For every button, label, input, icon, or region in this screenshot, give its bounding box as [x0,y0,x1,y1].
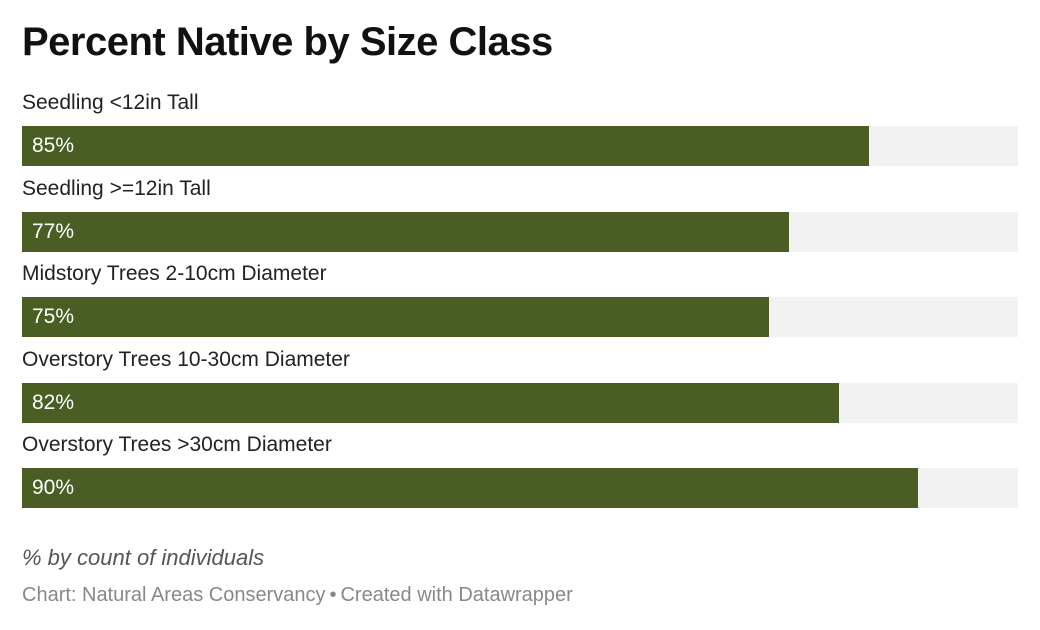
bar [22,126,869,166]
value-label: 90% [32,476,75,499]
bar [22,468,919,508]
chart-footer: Chart: Natural Areas Conservancy • Created… [22,584,573,607]
chart-title: Percent Native by Size Class [22,20,553,64]
bar-row: Overstory Trees >30cm Diameter 90% [22,430,1018,510]
footer-source: Chart: Natural Areas Conservancy [22,584,326,606]
bar-track: 82% [22,383,1018,423]
bar-row: Seedling >=12in Tall 77% [22,174,1018,254]
chart-notes: % by count of individuals [22,545,265,570]
bar [22,383,839,423]
category-label: Seedling >=12in Tall [22,177,211,200]
category-label: Overstory Trees >30cm Diameter [22,433,332,456]
value-label: 77% [32,220,75,243]
bar-track: 77% [22,212,1018,252]
category-label: Seedling <12in Tall [22,91,199,114]
footer-credit: Created with Datawrapper [340,584,573,606]
bar [22,212,789,252]
bar-track: 85% [22,126,1018,166]
bar-track: 75% [22,297,1018,337]
category-label: Midstory Trees 2-10cm Diameter [22,262,327,285]
bar-row: Overstory Trees 10-30cm Diameter 82% [22,345,1018,425]
value-label: 85% [32,134,75,157]
bar-row: Seedling <12in Tall 85% [22,88,1018,168]
bar-track: 90% [22,468,1018,508]
value-label: 82% [32,391,75,414]
bar-row: Midstory Trees 2-10cm Diameter 75% [22,259,1018,339]
category-label: Overstory Trees 10-30cm Diameter [22,348,350,371]
footer-separator: • [329,584,337,606]
value-label: 75% [32,305,75,328]
bar [22,297,769,337]
